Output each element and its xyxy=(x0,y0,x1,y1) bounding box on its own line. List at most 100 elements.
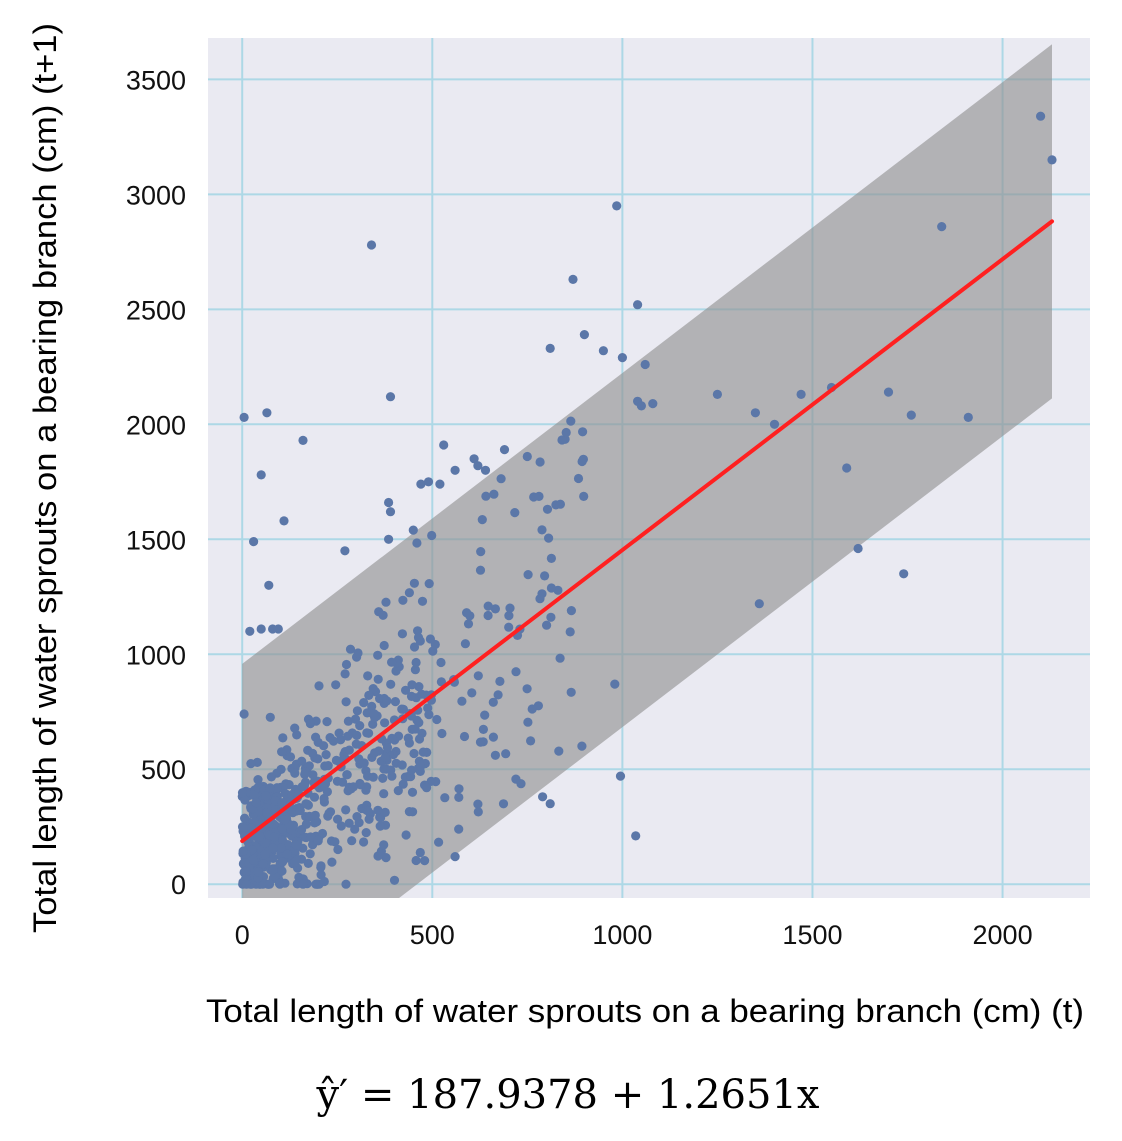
scatter-point xyxy=(319,793,329,804)
scatter-point xyxy=(566,416,576,426)
scatter-point xyxy=(526,736,536,746)
scatter-point xyxy=(336,821,346,831)
scatter-point xyxy=(425,634,435,644)
scatter-point xyxy=(327,857,337,867)
scatter-point xyxy=(413,626,423,636)
scatter-point xyxy=(475,737,486,747)
scatter-point xyxy=(636,401,647,411)
scatter-point xyxy=(1047,155,1057,165)
scatter-point xyxy=(311,732,321,742)
scatter-point xyxy=(297,756,307,766)
scatter-point xyxy=(385,392,396,402)
scatter-point xyxy=(511,774,521,784)
scatter-point xyxy=(368,772,378,782)
scatter-point xyxy=(404,588,414,598)
scatter-point xyxy=(417,596,428,606)
scatter-point xyxy=(273,624,283,634)
scatter-point xyxy=(899,569,909,579)
x-tick-labels: 0 500 1000 1500 2000 xyxy=(235,920,1033,950)
scatter-point xyxy=(331,680,341,690)
scatter-point xyxy=(537,525,547,535)
scatter-point xyxy=(414,734,425,744)
scatter-point xyxy=(523,717,533,727)
scatter-point xyxy=(450,465,460,475)
scatter-point xyxy=(568,274,578,284)
x-tick-label: 500 xyxy=(410,920,455,950)
scatter-point xyxy=(369,709,379,719)
scatter-point xyxy=(523,570,533,580)
scatter-point xyxy=(535,594,545,604)
scatter-point xyxy=(546,612,556,622)
scatter-point xyxy=(340,669,350,679)
regression-equation: ŷ′ = 187.9378 + 1.2651x xyxy=(316,1072,820,1118)
scatter-point xyxy=(305,719,315,729)
scatter-point xyxy=(480,710,490,720)
scatter-point xyxy=(404,807,414,817)
scatter-point xyxy=(308,748,318,759)
scatter-point xyxy=(279,516,289,526)
scatter-point xyxy=(579,491,589,501)
scatter-point xyxy=(303,858,313,869)
scatter-point xyxy=(278,733,288,743)
scatter-point xyxy=(489,489,499,499)
scatter-point xyxy=(241,866,251,876)
scatter-point xyxy=(577,741,587,751)
scatter-point xyxy=(341,697,351,707)
y-tick-label: 3500 xyxy=(126,65,186,95)
scatter-point xyxy=(359,758,369,768)
scatter-point xyxy=(480,465,491,475)
scatter-point xyxy=(373,851,383,861)
scatter-point xyxy=(631,831,641,841)
scatter-point xyxy=(450,852,460,862)
scatter-point xyxy=(476,547,486,557)
scatter-point xyxy=(319,876,329,887)
scatter-point xyxy=(460,639,470,649)
scatter-point xyxy=(424,579,434,589)
scatter-point xyxy=(511,667,521,677)
scatter-point xyxy=(380,752,390,762)
scatter-point xyxy=(415,761,425,771)
scatter-point xyxy=(308,770,318,780)
scatter-point xyxy=(364,690,374,701)
scatter-point xyxy=(347,836,357,846)
scatter-point xyxy=(319,741,329,751)
scatter-point xyxy=(384,497,394,508)
scatter-point xyxy=(367,701,377,712)
scatter-point xyxy=(488,732,498,742)
scatter-point xyxy=(276,843,286,853)
y-tick-label: 500 xyxy=(141,755,186,785)
scatter-point xyxy=(409,748,419,759)
scatter-point xyxy=(277,866,287,876)
scatter-point xyxy=(413,632,424,643)
scatter-point xyxy=(348,782,358,792)
scatter-point xyxy=(350,824,360,834)
scatter-point xyxy=(269,819,279,829)
scatter-point xyxy=(268,843,278,853)
x-tick-label: 2000 xyxy=(973,920,1033,950)
scatter-point xyxy=(258,879,268,889)
scatter-point xyxy=(256,624,266,634)
scatter-point xyxy=(495,676,505,687)
scatter-point xyxy=(330,837,340,847)
scatter-point xyxy=(434,837,444,847)
scatter-point xyxy=(496,474,506,484)
x-axis-label: Total length of water sprouts on a beari… xyxy=(206,993,1084,1029)
scatter-point xyxy=(469,454,479,464)
scatter-point xyxy=(274,878,284,889)
scatter-point xyxy=(285,752,296,762)
y-tick-label: 3000 xyxy=(126,180,186,210)
scatter-point xyxy=(769,419,780,429)
scatter-point xyxy=(269,832,279,842)
scatter-point xyxy=(266,772,276,782)
scatter-point xyxy=(598,346,609,356)
scatter-point xyxy=(504,622,514,632)
scatter-point xyxy=(459,731,470,742)
scatter-point xyxy=(1036,111,1046,121)
scatter-point xyxy=(277,747,287,757)
scatter-point xyxy=(473,671,483,681)
scatter-point xyxy=(373,650,383,660)
scatter-point xyxy=(352,730,362,741)
scatter-point xyxy=(272,783,282,793)
y-tick-labels: 0 500 1000 1500 2000 2500 3000 3500 xyxy=(126,65,186,900)
